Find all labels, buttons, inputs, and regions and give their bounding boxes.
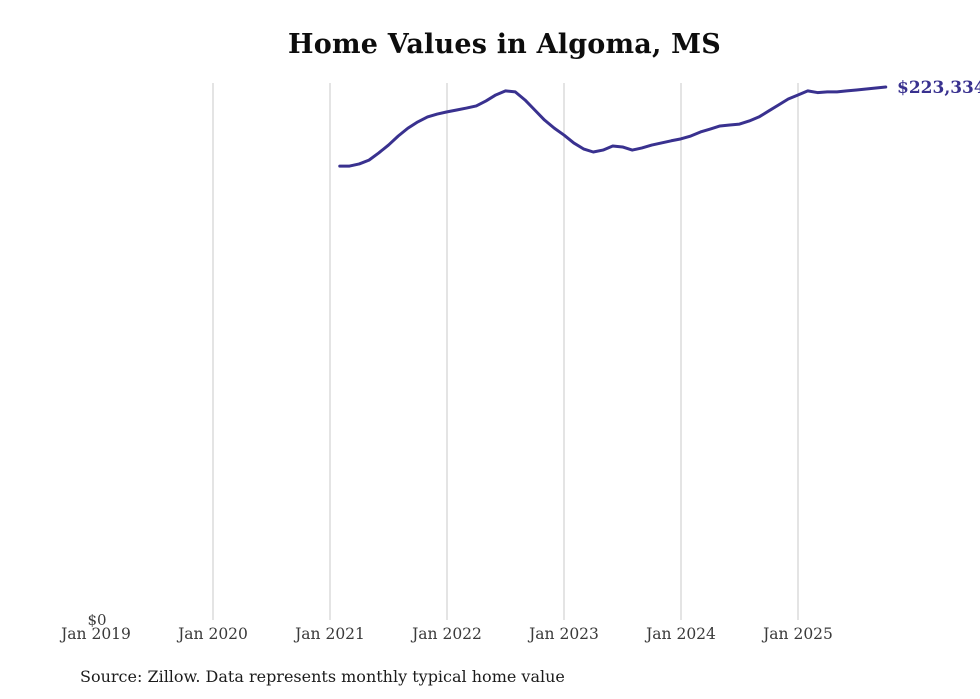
x-axis-label-jan-2024: Jan 2024 xyxy=(646,625,716,643)
source-note: Source: Zillow. Data represents monthly … xyxy=(80,667,565,686)
value-line xyxy=(338,85,888,168)
chart-title: Home Values in Algoma, MS xyxy=(288,29,721,60)
y-axis-zero-label: $0 xyxy=(87,611,107,629)
x-axis-label-jan-2020: Jan 2020 xyxy=(178,625,248,643)
x-axis-label-jan-2021: Jan 2021 xyxy=(295,625,365,643)
gridlines xyxy=(212,83,799,620)
x-axis-label-jan-2022: Jan 2022 xyxy=(412,625,482,643)
x-axis-label-jan-2023: Jan 2023 xyxy=(529,625,599,643)
x-axis-label-jan-2025: Jan 2025 xyxy=(763,625,833,643)
latest-value-label: $223,334 xyxy=(897,78,980,98)
x-axis-label-jan-2019: Jan 2019 xyxy=(61,625,131,643)
